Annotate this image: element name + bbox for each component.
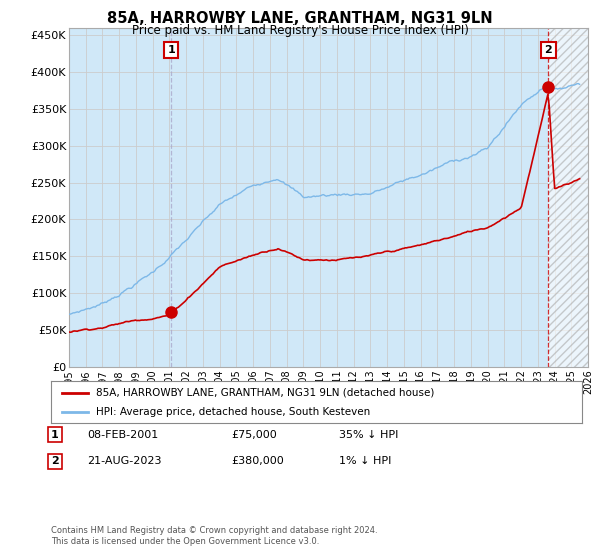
- Text: 08-FEB-2001: 08-FEB-2001: [87, 430, 158, 440]
- Text: 21-AUG-2023: 21-AUG-2023: [87, 456, 161, 466]
- Text: Contains HM Land Registry data © Crown copyright and database right 2024.
This d: Contains HM Land Registry data © Crown c…: [51, 526, 377, 546]
- Text: 35% ↓ HPI: 35% ↓ HPI: [339, 430, 398, 440]
- Text: 2: 2: [544, 45, 552, 55]
- Text: £380,000: £380,000: [231, 456, 284, 466]
- Text: 85A, HARROWBY LANE, GRANTHAM, NG31 9LN: 85A, HARROWBY LANE, GRANTHAM, NG31 9LN: [107, 11, 493, 26]
- Text: 1: 1: [51, 430, 59, 440]
- Text: £75,000: £75,000: [231, 430, 277, 440]
- Text: 85A, HARROWBY LANE, GRANTHAM, NG31 9LN (detached house): 85A, HARROWBY LANE, GRANTHAM, NG31 9LN (…: [96, 388, 434, 398]
- Text: 2: 2: [51, 456, 59, 466]
- Text: 1% ↓ HPI: 1% ↓ HPI: [339, 456, 391, 466]
- Text: HPI: Average price, detached house, South Kesteven: HPI: Average price, detached house, Sout…: [96, 407, 370, 417]
- Text: 1: 1: [167, 45, 175, 55]
- Text: Price paid vs. HM Land Registry's House Price Index (HPI): Price paid vs. HM Land Registry's House …: [131, 24, 469, 36]
